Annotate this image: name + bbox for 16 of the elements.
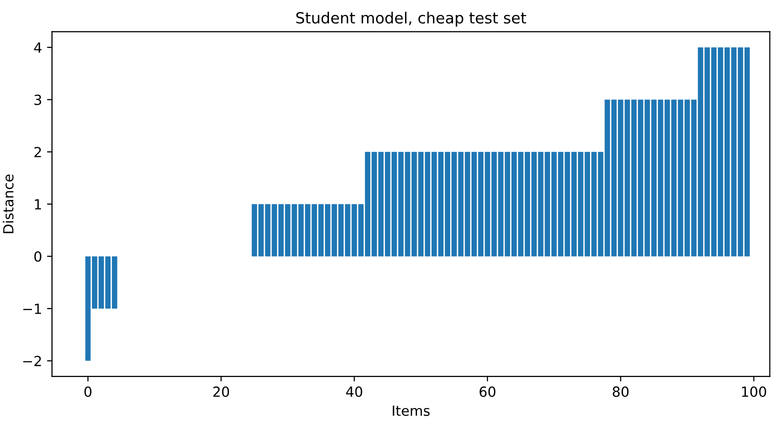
y-tick-label: 0	[34, 251, 42, 262]
y-tick-label: 4	[34, 42, 42, 53]
y-tick-label: −1	[23, 304, 41, 314]
x-tick-label: 100	[742, 386, 766, 397]
y-axis-title: Distance	[2, 174, 14, 234]
y-tick-label: −2	[23, 356, 41, 366]
y-tick-label: 2	[34, 146, 41, 158]
chart-title: Student model, cheap test set	[296, 12, 526, 27]
x-tick-label: 20	[213, 386, 230, 397]
x-tick-label: 40	[346, 386, 362, 397]
y-tick-label: 3	[34, 94, 42, 106]
x-axis-title: Items	[392, 406, 430, 416]
x-tick-label: 80	[612, 386, 629, 397]
x-tick-label: 60	[480, 386, 496, 397]
x-tick-label: 0	[84, 386, 92, 397]
y-tick-label: 1	[34, 199, 41, 210]
